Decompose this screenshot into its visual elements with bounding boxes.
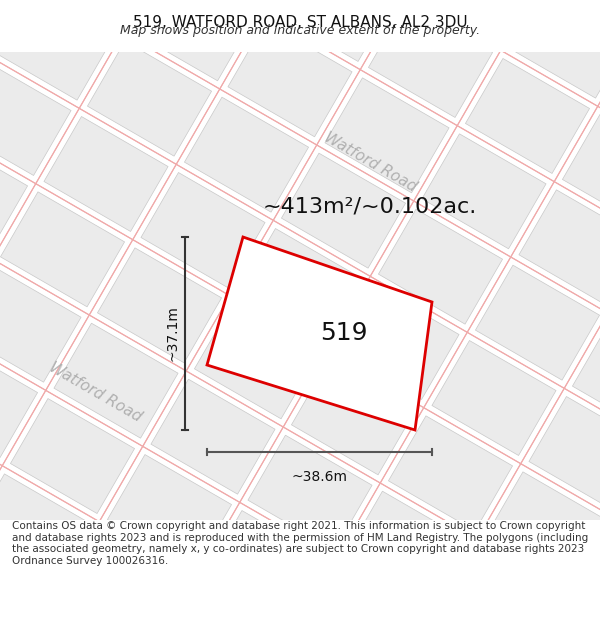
Text: ~38.6m: ~38.6m [292,470,347,484]
Text: Contains OS data © Crown copyright and database right 2021. This information is : Contains OS data © Crown copyright and d… [12,521,588,566]
Text: Watford Road: Watford Road [321,129,419,194]
Text: ~37.1m: ~37.1m [166,306,180,361]
Text: ~413m²/~0.102ac.: ~413m²/~0.102ac. [263,197,477,217]
Text: Watford Road: Watford Road [46,359,144,424]
Text: 519: 519 [320,321,368,346]
Text: 519, WATFORD ROAD, ST ALBANS, AL2 3DU: 519, WATFORD ROAD, ST ALBANS, AL2 3DU [133,14,467,29]
Polygon shape [207,237,432,430]
Text: Map shows position and indicative extent of the property.: Map shows position and indicative extent… [120,24,480,38]
